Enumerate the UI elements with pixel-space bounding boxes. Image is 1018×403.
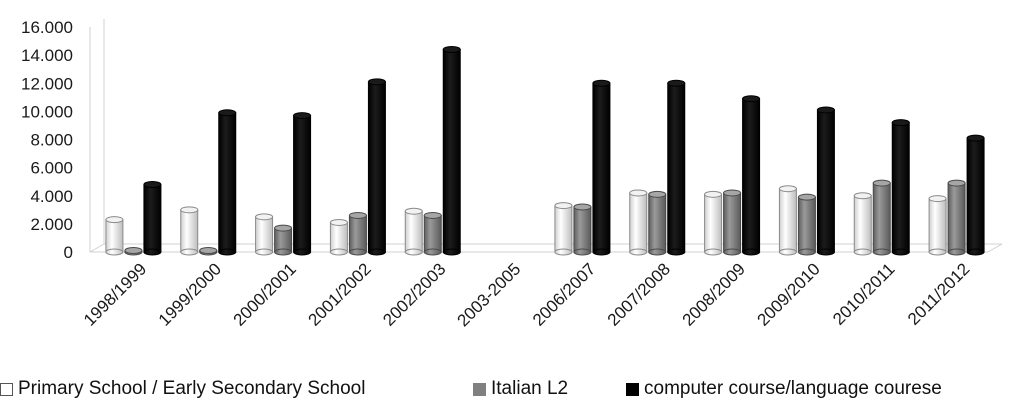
bar-italian xyxy=(797,193,816,256)
chart-plot: 0 2.000 4.000 6.000 8.000 10.000 12.000 14.000 1… xyxy=(21,18,1003,330)
bar-computer xyxy=(218,109,237,256)
bar-computer xyxy=(592,79,611,256)
bar-primary xyxy=(329,218,348,256)
bar-italian xyxy=(723,189,742,256)
legend: Primary School / Early Secondary School … xyxy=(0,378,1018,403)
x-tick-label: 1998/1999 xyxy=(80,259,150,329)
bar-primary xyxy=(404,207,423,256)
bar-italian xyxy=(648,190,667,256)
y-tick-label: 12.000 xyxy=(21,74,73,93)
bar-primary xyxy=(853,192,872,256)
x-tick-label: 2001/2002 xyxy=(304,259,374,329)
bar-computer xyxy=(293,112,312,256)
y-tick-label: 2.000 xyxy=(30,215,73,234)
bar-primary xyxy=(255,213,274,256)
x-tick-label: 2003-2005 xyxy=(453,259,524,330)
legend-item-computer: computer course/language courese xyxy=(626,378,942,400)
bar-italian xyxy=(872,179,891,256)
bars xyxy=(105,46,985,256)
legend-label-italian: Italian L2 xyxy=(491,378,569,399)
x-tick-label: 2008/2009 xyxy=(679,259,749,329)
x-tick-label: 1999/2000 xyxy=(155,259,225,329)
y-tick-label: 6.000 xyxy=(30,159,73,178)
bar-primary xyxy=(928,195,947,256)
y-tick-label: 8.000 xyxy=(30,131,73,150)
bar-italian xyxy=(199,247,218,256)
legend-item-italian: Italian L2 xyxy=(473,378,568,400)
bar-italian xyxy=(947,179,966,256)
bar-computer xyxy=(816,106,835,256)
floor-left-edge xyxy=(89,243,105,253)
bar-primary xyxy=(778,185,797,256)
y-tick-label: 4.000 xyxy=(30,187,73,206)
bar-primary xyxy=(105,216,124,256)
bar-computer xyxy=(442,46,461,256)
legend-item-primary: Primary School / Early Secondary School xyxy=(0,378,365,400)
legend-label-computer: computer course/language courese xyxy=(644,378,942,399)
bar-italian xyxy=(274,224,293,256)
x-tick-label: 2010/2011 xyxy=(829,259,898,328)
bar-computer xyxy=(143,181,162,256)
legend-swatch-computer xyxy=(626,382,639,396)
legend-swatch-italian xyxy=(473,382,486,396)
bar-italian xyxy=(348,211,367,256)
y-tick-label: 10.000 xyxy=(21,102,73,121)
x-tick-label: 2002/2003 xyxy=(379,259,449,329)
bar-primary xyxy=(554,202,573,256)
axes xyxy=(89,19,1003,253)
bar-computer xyxy=(367,78,386,256)
bar-primary xyxy=(180,206,199,256)
bar-primary xyxy=(629,189,648,256)
bar-italian xyxy=(124,247,143,256)
bar-computer xyxy=(966,134,985,256)
x-tick-label: 2006/2007 xyxy=(529,259,599,329)
bar-computer xyxy=(891,119,910,256)
x-tick-label: 2011/2012 xyxy=(904,259,973,328)
y-tick-label: 0 xyxy=(64,243,73,262)
bar-computer xyxy=(667,79,686,256)
bar-italian xyxy=(573,203,592,256)
floor-right-edge xyxy=(987,243,1003,253)
x-tick-label: 2007/2008 xyxy=(604,259,674,329)
x-tick-label: 2000/2001 xyxy=(230,259,300,329)
bar-italian xyxy=(423,211,442,256)
legend-swatch-primary xyxy=(0,382,13,396)
bar-primary xyxy=(704,190,723,256)
legend-label-primary: Primary School / Early Secondary School xyxy=(18,378,366,399)
y-tick-label: 14.000 xyxy=(21,46,73,65)
bar-computer xyxy=(742,95,761,256)
x-tick-label: 2009/2010 xyxy=(753,259,823,329)
y-tick-label: 16.000 xyxy=(21,18,73,37)
